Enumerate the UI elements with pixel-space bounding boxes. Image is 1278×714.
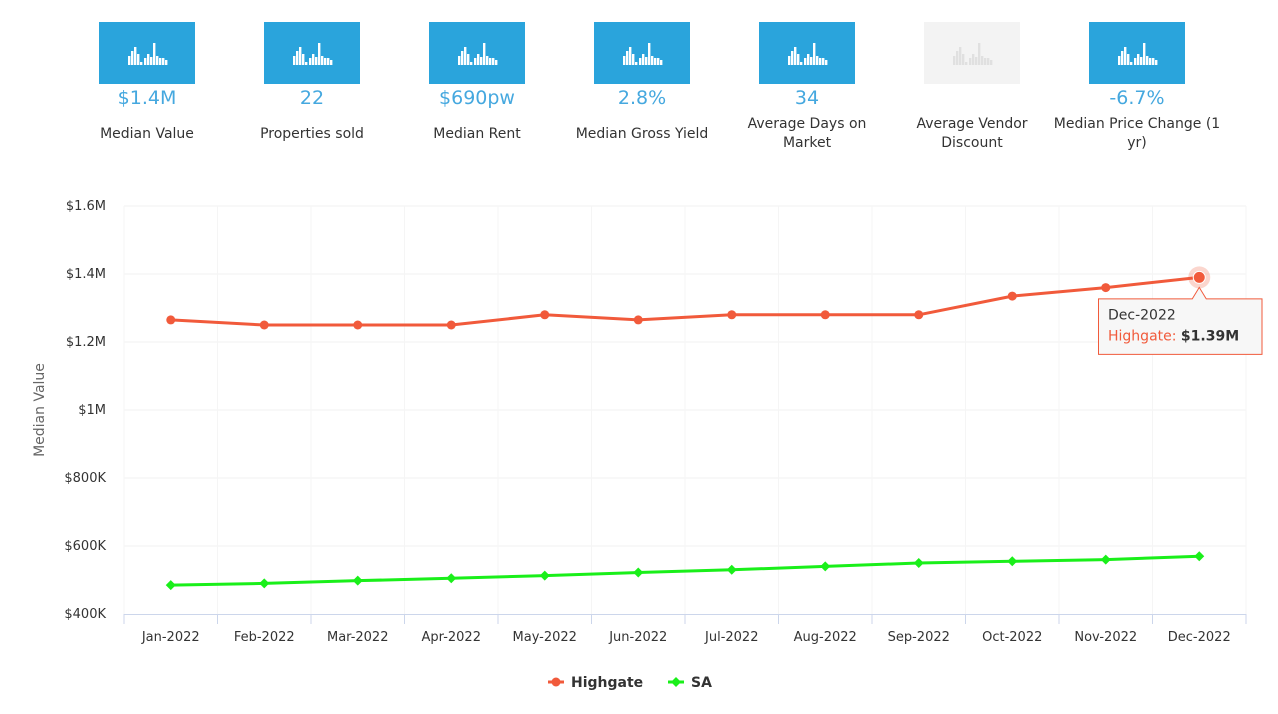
x-tick-label: Oct-2022 — [982, 630, 1042, 645]
stat-6[interactable]: -6.7% Median Price Change (1 yr) — [1052, 22, 1222, 154]
stat-label: Median Rent — [433, 125, 521, 142]
x-tick-label: Apr-2022 — [422, 630, 481, 645]
data-point[interactable] — [1007, 556, 1018, 567]
bar-chart-icon[interactable] — [99, 22, 195, 84]
stat-3[interactable]: 2.8% Median Gross Yield — [557, 22, 727, 154]
y-tick-label: $1.6M — [66, 199, 106, 214]
data-point[interactable] — [165, 580, 176, 591]
tooltip: Dec-2022 Highgate: $1.39M — [1098, 266, 1263, 355]
data-point[interactable] — [1194, 551, 1205, 562]
stat-value: 34 — [794, 87, 820, 109]
x-tick-label: Feb-2022 — [234, 630, 295, 645]
data-point[interactable] — [820, 561, 831, 572]
data-point[interactable] — [633, 315, 643, 325]
data-point[interactable] — [539, 570, 550, 581]
stat-2[interactable]: $690pw Median Rent — [392, 22, 562, 154]
y-tick-label: $400K — [64, 607, 106, 622]
stat-label: Average Days on Market — [747, 116, 867, 151]
stat-label: Median Gross Yield — [575, 125, 709, 142]
series-line-highgate — [170, 275, 1200, 327]
stat-1[interactable]: 22 Properties sold — [227, 22, 397, 154]
data-point[interactable] — [726, 564, 737, 575]
stat-label: Average Vendor Discount — [916, 116, 1028, 151]
data-point[interactable] — [259, 320, 269, 330]
x-tick-label: Sep-2022 — [888, 630, 950, 645]
stat-4[interactable]: 34 Average Days on Market — [722, 22, 892, 154]
data-point[interactable] — [446, 320, 456, 330]
data-point[interactable] — [166, 315, 176, 325]
x-tick-label: Nov-2022 — [1074, 630, 1137, 645]
stat-label: Median Price Change (1 yr) — [1053, 116, 1221, 151]
data-point[interactable] — [540, 310, 550, 320]
data-point[interactable] — [352, 575, 363, 586]
stat-5[interactable]: Average Vendor Discount — [887, 22, 1057, 154]
stat-value: 2.8% — [617, 87, 667, 109]
y-tick-label: $800K — [64, 471, 106, 486]
legend-marker — [551, 677, 561, 687]
y-tick-label: $1.4M — [66, 267, 106, 282]
stat-value: $690pw — [439, 87, 515, 109]
stats-bar: $1.4M Median Value 22 Properties sold $690pw… — [0, 0, 1278, 190]
bar-chart-icon[interactable] — [759, 22, 855, 84]
legend-label: SA — [691, 675, 712, 691]
x-tick-label: Dec-2022 — [1168, 630, 1231, 645]
stat-value: $1.4M — [117, 87, 177, 109]
stat-value: -6.7% — [1109, 87, 1165, 109]
y-axis-title: Median Value — [32, 363, 48, 457]
x-tick-label: Jun-2022 — [608, 630, 667, 645]
stat-label: Median Value — [100, 125, 194, 142]
y-tick-label: $1.2M — [66, 335, 106, 350]
series-lines — [165, 272, 1205, 591]
stat-value — [887, 86, 1057, 110]
data-point[interactable] — [633, 567, 644, 578]
x-axis: Jan-2022 Feb-2022 Mar-2022 Apr-2022 May-2022… — [123, 614, 1247, 645]
tooltip-box — [1098, 286, 1263, 355]
hover-point[interactable] — [1192, 270, 1206, 284]
x-tick-label: Mar-2022 — [327, 630, 388, 645]
tooltip-category: Dec-2022 — [1108, 307, 1176, 323]
median-value-chart: $400K $600K $800K $1M $1.2M $1.4M $1.6M Median… — [32, 199, 1263, 691]
x-tick-label: May-2022 — [513, 630, 577, 645]
data-point[interactable] — [727, 310, 737, 320]
data-point[interactable] — [820, 310, 830, 320]
bar-chart-icon[interactable] — [264, 22, 360, 84]
grid-lines — [123, 205, 1247, 614]
stat-value: 22 — [299, 87, 325, 109]
data-point[interactable] — [1101, 283, 1111, 293]
x-tick-label: Jul-2022 — [704, 630, 758, 645]
bar-chart-icon[interactable] — [594, 22, 690, 84]
data-point[interactable] — [353, 320, 363, 330]
x-tick-label: Jan-2022 — [141, 630, 200, 645]
legend-marker — [671, 677, 681, 687]
stat-0[interactable]: $1.4M Median Value — [62, 22, 232, 154]
y-tick-label: $600K — [64, 539, 106, 554]
data-point[interactable] — [1007, 291, 1017, 301]
data-point[interactable] — [446, 573, 457, 584]
bar-chart-icon[interactable] — [924, 22, 1020, 84]
data-point[interactable] — [914, 310, 924, 320]
stat-label: Properties sold — [260, 125, 364, 142]
data-point[interactable] — [913, 558, 924, 568]
tooltip-series-name: Highgate: — [1108, 328, 1181, 344]
y-axis-ticks: $400K $600K $800K $1M $1.2M $1.4M $1.6M — [64, 199, 106, 622]
data-point[interactable] — [259, 578, 270, 589]
tooltip-value: $1.39M — [1181, 328, 1239, 344]
tooltip-value-line: Highgate: $1.39M — [1108, 328, 1239, 344]
data-point[interactable] — [1100, 554, 1111, 565]
x-tick-label: Aug-2022 — [794, 630, 857, 645]
legend-label: Highgate — [571, 675, 643, 691]
legend-item-sa[interactable]: SA — [668, 675, 712, 691]
legend-item-highgate[interactable]: Highgate — [548, 675, 643, 691]
y-tick-label: $1M — [78, 403, 106, 418]
legend: Highgate SA — [548, 675, 712, 691]
series-line-sa — [170, 554, 1200, 587]
bar-chart-icon[interactable] — [429, 22, 525, 84]
bar-chart-icon[interactable] — [1089, 22, 1185, 84]
